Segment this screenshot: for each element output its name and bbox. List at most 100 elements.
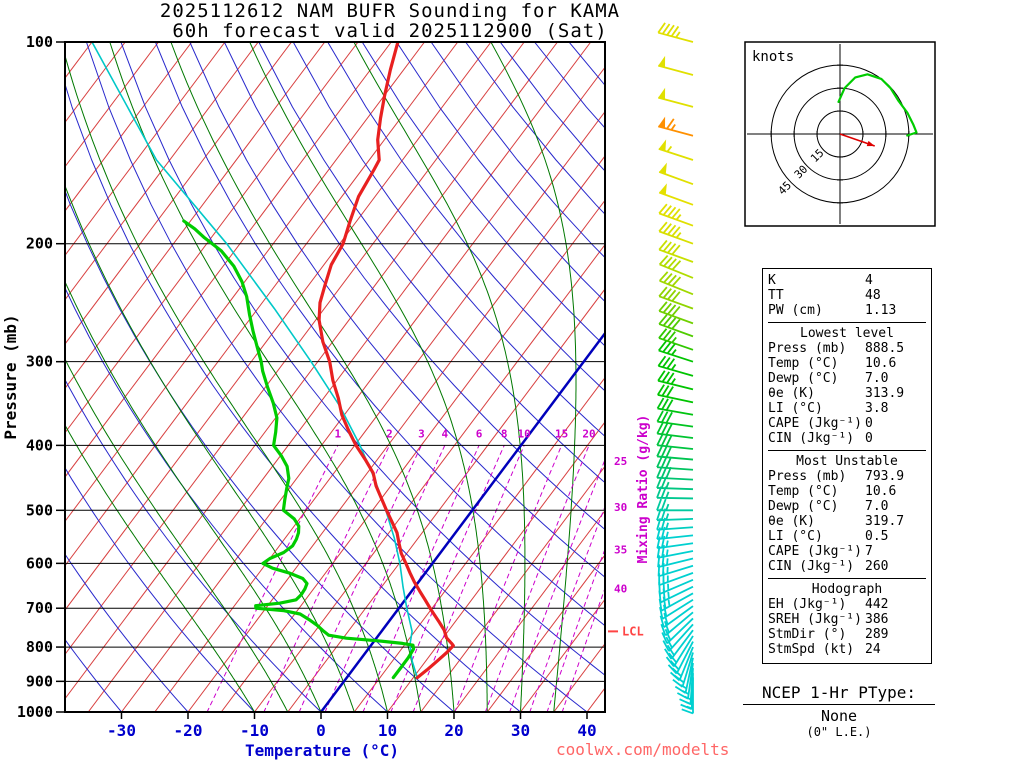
index-value: 260: [865, 559, 889, 574]
index-label: θe (K): [768, 514, 815, 529]
index-label: Temp (°C): [768, 356, 839, 371]
svg-text:45: 45: [776, 179, 795, 198]
svg-text:30: 30: [511, 721, 530, 740]
wind-barbs: [656, 22, 694, 715]
index-row: LI (°C) 0.5: [768, 529, 926, 544]
index-value: 0: [865, 431, 873, 446]
lcl-label: LCL: [622, 624, 644, 638]
svg-text:2: 2: [386, 427, 393, 440]
index-value: 0.5: [865, 529, 889, 544]
svg-text:400: 400: [26, 436, 53, 454]
index-row: Dewp (°C) 7.0: [768, 371, 926, 386]
index-value: 10.6: [865, 484, 897, 499]
svg-text:500: 500: [26, 501, 53, 519]
svg-text:-30: -30: [107, 721, 136, 740]
svg-text:100: 100: [26, 33, 53, 51]
wind-barb: [656, 434, 694, 450]
index-value: 442: [865, 597, 889, 612]
pressure-gridlines: [65, 42, 605, 712]
pressure-axis-label: Pressure (mb): [1, 314, 20, 439]
svg-text:20: 20: [582, 427, 595, 440]
section-title: Most Unstable: [796, 454, 898, 469]
wind-barb: [658, 286, 694, 310]
index-row: θe (K) 319.7: [768, 514, 926, 529]
mixing-ratio-axis-label: Mixing Ratio (g/kg): [636, 415, 651, 564]
index-label: LI (°C): [768, 529, 823, 544]
index-value: 7: [865, 544, 873, 559]
wind-barb: [658, 183, 694, 206]
svg-text:1: 1: [335, 427, 342, 440]
index-row: StmSpd (kt) 24: [768, 642, 926, 657]
index-value: 1.13: [865, 303, 897, 318]
index-label: EH (Jkg⁻¹): [768, 597, 847, 612]
wind-barb: [659, 599, 694, 620]
svg-text:-20: -20: [174, 721, 203, 740]
wind-barb: [657, 355, 694, 377]
svg-text:0: 0: [316, 721, 326, 740]
wind-barb: [656, 466, 694, 481]
wind-barb: [656, 410, 694, 428]
mixing-ratio-labels: 1 2 3 4 6 8 10 15 20 25 30 35 40: [335, 427, 628, 595]
svg-text:8: 8: [501, 427, 508, 440]
wind-barb: [658, 314, 694, 338]
index-value: 10.6: [865, 356, 897, 371]
svg-text:3: 3: [418, 427, 425, 440]
wind-barb: [681, 677, 694, 715]
skewt-grid: [65, 42, 605, 712]
svg-text:6: 6: [476, 427, 483, 440]
svg-text:10: 10: [378, 721, 397, 740]
wind-barb: [658, 340, 694, 363]
ptype-divider: [743, 704, 935, 705]
svg-text:200: 200: [26, 235, 53, 253]
index-row: Temp (°C) 10.6: [768, 484, 926, 499]
wind-barb: [658, 221, 694, 245]
index-value: 4: [865, 273, 873, 288]
index-label: TT: [768, 288, 784, 303]
index-row: LI (°C) 3.8: [768, 401, 926, 416]
dry-adiabats: [65, 42, 605, 712]
index-label: CAPE (Jkg⁻¹): [768, 416, 862, 431]
wind-barb: [660, 611, 694, 637]
svg-text:600: 600: [26, 554, 53, 572]
svg-text:15: 15: [555, 427, 568, 440]
wind-barb: [657, 87, 694, 108]
hodograph-border: [744, 41, 936, 227]
wind-barb: [656, 476, 694, 491]
svg-text:20: 20: [444, 721, 463, 740]
wind-barb: [657, 22, 694, 43]
svg-text:-10: -10: [240, 721, 269, 740]
index-row: CIN (Jkg⁻¹) 0: [768, 431, 926, 446]
temperature-axis-label: Temperature (°C): [245, 741, 399, 760]
wind-barb: [661, 617, 694, 645]
indices-section: Most Unstable Press (mb) 793.9 Temp (°C) 10.…: [768, 450, 926, 574]
wind-barb: [657, 384, 694, 404]
wind-barb: [657, 55, 694, 76]
parcel-curve: [91, 42, 419, 679]
title-line1: 2025112612 NAM BUFR Sounding for KAMA: [159, 0, 621, 22]
wind-barb: [658, 239, 694, 263]
index-value: 319.7: [865, 514, 905, 529]
svg-text:1000: 1000: [17, 703, 53, 721]
index-label: CIN (Jkg⁻¹): [768, 559, 855, 574]
section-title: Hodograph: [811, 582, 883, 597]
wind-barb: [656, 498, 693, 512]
wind-barb: [659, 605, 694, 629]
index-value: 48: [865, 288, 881, 303]
wind-barb: [656, 517, 694, 531]
svg-text:30: 30: [792, 163, 811, 182]
index-value: 3.8: [865, 401, 889, 416]
watermark: coolwx.com/modelts: [556, 740, 729, 759]
index-label: CAPE (Jkg⁻¹): [768, 544, 862, 559]
index-value: 7.0: [865, 499, 889, 514]
svg-text:300: 300: [26, 353, 53, 371]
index-row: TT 48: [768, 288, 926, 303]
hodograph-trace: [837, 73, 918, 137]
svg-text:10: 10: [518, 427, 531, 440]
wind-barb: [656, 422, 694, 439]
plot-border: [64, 41, 606, 713]
index-label: StmDir (°): [768, 627, 847, 642]
storm-motion-arrow: [839, 133, 875, 147]
